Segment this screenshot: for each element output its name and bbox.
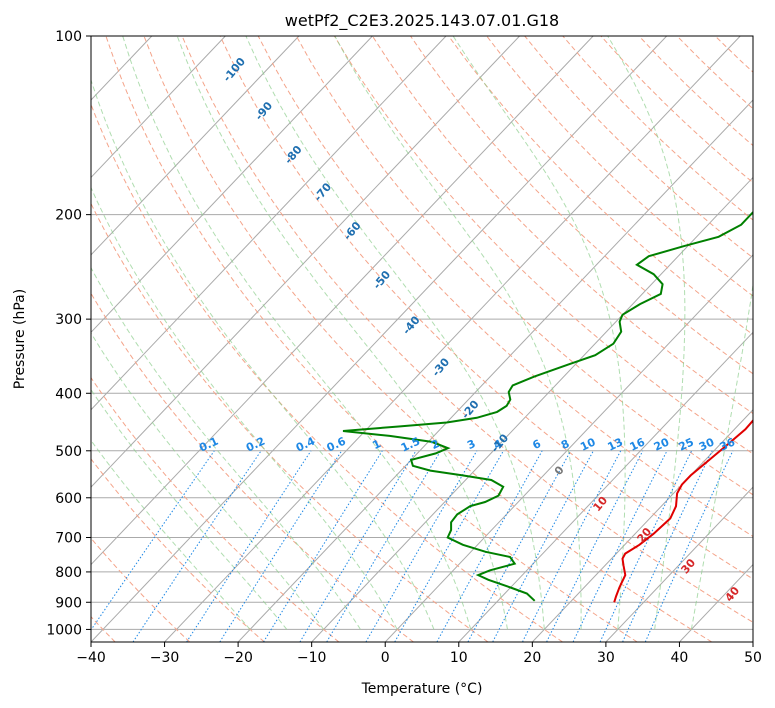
mixing-ratio-line xyxy=(492,450,594,642)
x-tick-label: 0 xyxy=(381,650,390,666)
y-tick-label: 500 xyxy=(55,444,82,460)
mixing-ratio-label: 20 xyxy=(652,435,672,453)
y-tick-label: 1000 xyxy=(46,622,82,638)
moist-adiabat-line xyxy=(607,36,686,630)
series-lines xyxy=(342,210,753,603)
mixing-ratio-label: 25 xyxy=(676,435,695,453)
plot-frame xyxy=(90,35,754,643)
moist-adiabat-line xyxy=(91,186,398,630)
moist-adiabat-line xyxy=(91,332,325,630)
dewpoint-line xyxy=(342,210,753,602)
mixing-ratio-line xyxy=(546,450,644,642)
isotherm-line xyxy=(605,486,753,642)
mixing-ratio-line xyxy=(644,450,734,642)
isotherm-line xyxy=(91,36,668,642)
isotherm-line xyxy=(91,36,226,179)
mixing-ratio-label: 16 xyxy=(628,435,648,453)
isotherm-line xyxy=(91,36,447,411)
dry-adiabat-line xyxy=(91,202,489,642)
chart-title: wetPf2_C2E3.2025.143.07.01.G18 xyxy=(285,11,559,31)
mixing-ratio-label: 36 xyxy=(718,435,738,453)
y-tick-label: 800 xyxy=(55,565,82,581)
isotherm-line xyxy=(0,36,5,642)
x-axis-label: Temperature (°C) xyxy=(361,681,483,697)
mixing-ratio-line xyxy=(186,450,312,642)
x-tick-label: −20 xyxy=(223,650,253,666)
dry-adiabat-line xyxy=(257,36,753,538)
x-tick-label: 30 xyxy=(597,650,615,666)
isotherm-line xyxy=(164,36,741,642)
y-tick-label: 100 xyxy=(55,29,82,45)
x-tick-label: 20 xyxy=(523,650,541,666)
isotherm-line xyxy=(531,408,753,642)
moist-adiabat-line xyxy=(690,281,753,630)
isotherm-line xyxy=(458,331,753,642)
mixing-ratio-line xyxy=(132,450,262,642)
isotherm-line xyxy=(752,641,753,642)
mixing-ratio-line xyxy=(622,450,713,642)
mixing-ratio-label: 13 xyxy=(606,435,625,453)
mixing-ratio-label: 10 xyxy=(578,435,598,453)
moist-adiabat-line xyxy=(452,36,626,630)
dry-adiabat-line xyxy=(752,36,753,37)
mixing-ratio-line xyxy=(299,450,417,642)
x-tick-label: 40 xyxy=(671,650,689,666)
background-lines xyxy=(0,36,753,642)
isotherm-line xyxy=(91,36,373,334)
x-tick-label: 50 xyxy=(744,650,762,666)
dry-adiabat-line xyxy=(295,36,753,496)
moist-adiabat-line xyxy=(122,36,472,630)
dry-adiabat-line xyxy=(91,103,563,642)
x-axis: −40 −30 −20 −10 0 10 20 30 40 50 xyxy=(76,642,762,666)
isotherm-line xyxy=(91,36,594,566)
y-tick-label: 600 xyxy=(55,491,82,507)
dry-adiabat-line xyxy=(91,292,414,642)
x-tick-label: 10 xyxy=(450,650,468,666)
moist-adiabat-line xyxy=(334,36,582,630)
mixing-ratio-line xyxy=(522,450,622,642)
dry-adiabat-line xyxy=(91,458,265,642)
dry-adiabat-line xyxy=(91,537,191,642)
isotherm-line xyxy=(91,36,520,488)
mixing-ratio-line xyxy=(326,450,442,642)
dry-adiabat-line xyxy=(219,36,753,580)
moist-adiabat-line xyxy=(91,439,251,630)
mixing-ratio-line xyxy=(263,450,383,642)
y-tick-label: 900 xyxy=(55,595,82,611)
isotherm-line xyxy=(91,36,300,256)
dry-adiabat-line xyxy=(486,36,753,297)
mixing-ratio-line xyxy=(436,450,543,642)
dry-adiabat-line xyxy=(371,36,753,415)
dry-adiabat-line xyxy=(448,36,753,336)
y-axis-label: Pressure (hPa) xyxy=(12,289,28,389)
moist-adiabat-line xyxy=(91,266,361,630)
x-tick-label: −10 xyxy=(297,650,327,666)
y-axis: 100 200 300 400 500 600 700 800 900 1000 xyxy=(46,29,91,638)
y-tick-label: 400 xyxy=(55,386,82,402)
mixing-ratio-label: 30 xyxy=(697,435,717,453)
mixing-ratio-line xyxy=(91,450,215,631)
mixing-ratio-line xyxy=(599,450,693,642)
x-tick-label: −30 xyxy=(150,650,180,666)
dry-adiabat-line xyxy=(181,36,753,623)
isotherm-line xyxy=(311,176,753,642)
dry-adiabat-line xyxy=(143,36,713,642)
y-tick-label: 200 xyxy=(55,208,82,224)
moist-adiabat-line xyxy=(91,388,288,630)
isotherm-line xyxy=(237,99,753,642)
y-tick-label: 300 xyxy=(55,312,82,328)
mixing-ratio-line xyxy=(467,450,572,642)
y-tick-label: 700 xyxy=(55,531,82,547)
moist-adiabat-line xyxy=(245,36,545,630)
x-tick-label: −40 xyxy=(76,650,106,666)
dry-adiabat-line xyxy=(105,36,638,642)
mixing-ratio-line xyxy=(219,450,343,642)
isotherm-line xyxy=(384,254,753,642)
temperature-line xyxy=(613,419,753,603)
